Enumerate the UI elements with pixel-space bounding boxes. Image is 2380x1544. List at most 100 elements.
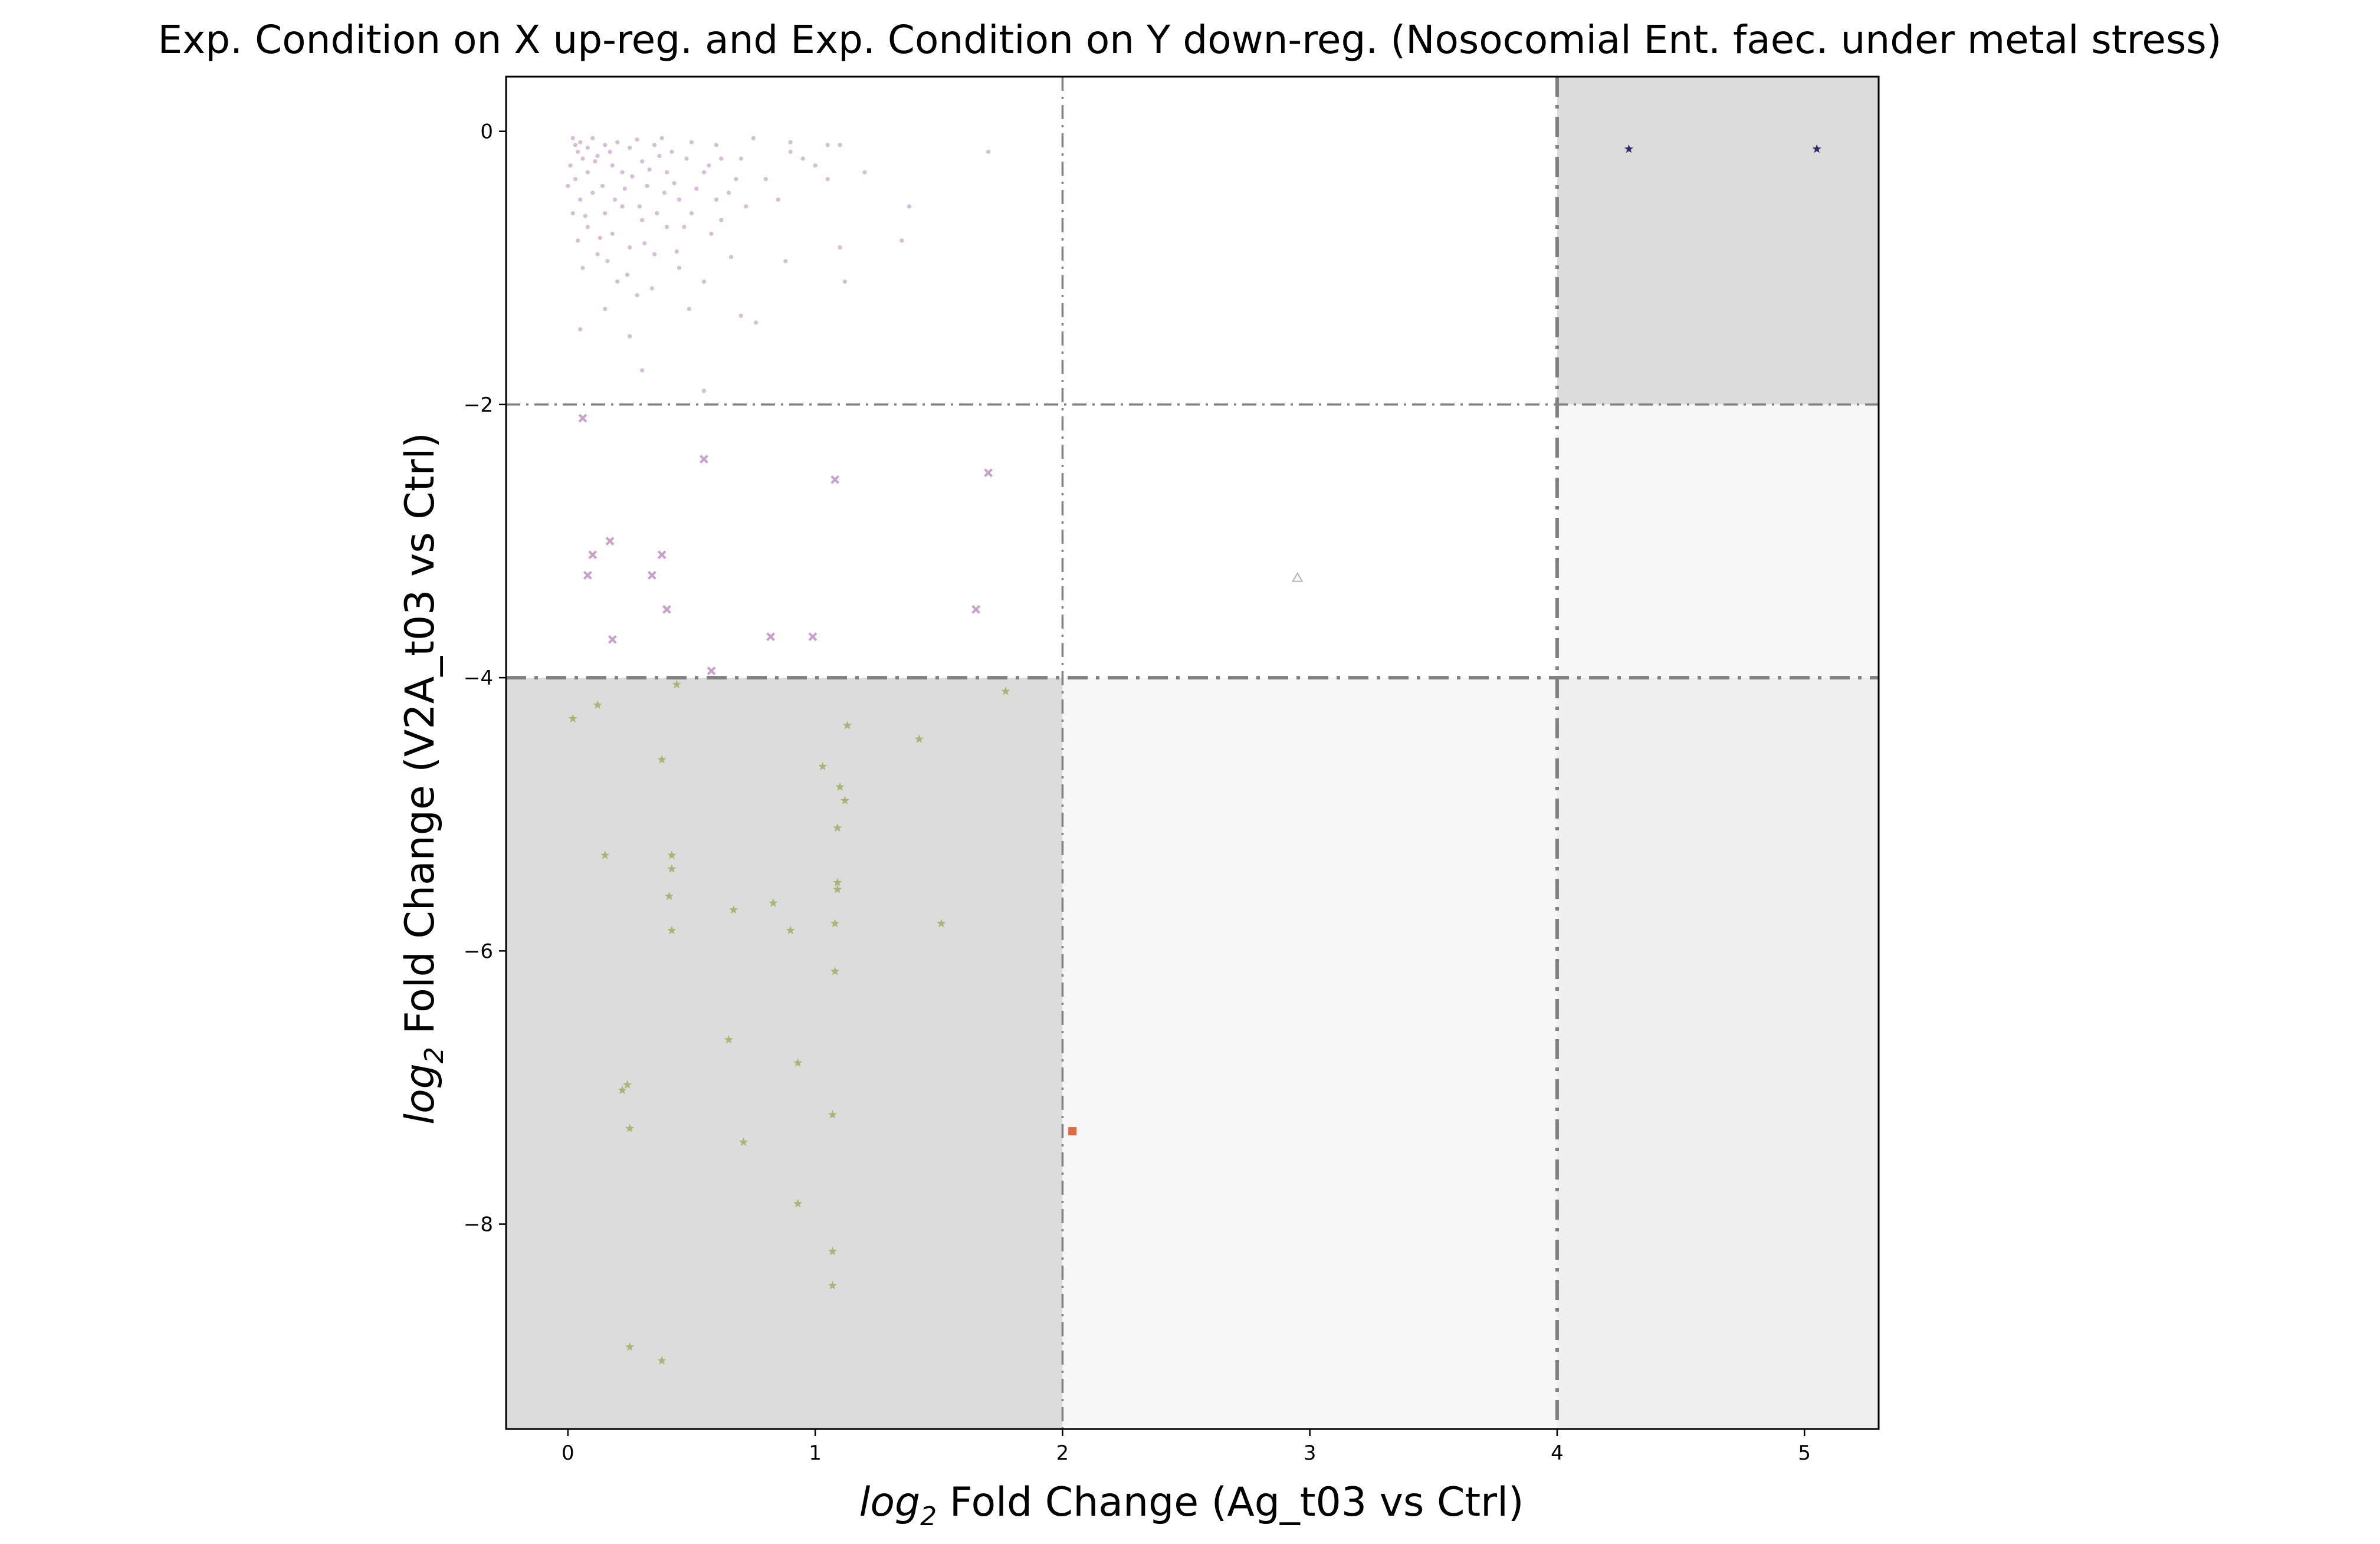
x-tick-label: 1 — [809, 1441, 822, 1465]
data-point — [828, 1110, 838, 1119]
data-point — [825, 177, 830, 182]
data-point — [657, 153, 662, 158]
data-point — [657, 550, 667, 560]
x-axis-ticks: 0 1 2 3 4 5 — [562, 1429, 1811, 1465]
data-point — [568, 714, 577, 723]
data-point — [700, 455, 708, 464]
data-point — [578, 197, 583, 202]
data-point — [595, 153, 600, 158]
data-point — [914, 734, 924, 743]
data-point — [714, 143, 718, 147]
data-point — [628, 245, 632, 250]
data-point — [667, 925, 677, 935]
data-point — [738, 1137, 749, 1146]
data-point — [728, 255, 734, 259]
data-point — [719, 156, 724, 161]
x-tick-label: 3 — [1304, 1441, 1317, 1465]
data-point — [578, 327, 583, 332]
data-point — [583, 213, 587, 218]
data-point — [655, 211, 659, 216]
data-point — [687, 307, 691, 311]
data-point — [707, 666, 716, 675]
y-tick-label: −8 — [464, 1213, 493, 1237]
x-axis-label-log: log — [859, 1479, 920, 1526]
data-point — [800, 156, 805, 161]
data-point — [645, 183, 649, 188]
data-point — [788, 140, 793, 144]
data-point — [566, 183, 570, 188]
data-point — [830, 967, 840, 975]
data-point — [610, 231, 615, 236]
data-point — [640, 159, 645, 164]
data-point — [583, 570, 592, 580]
data-point — [600, 183, 605, 188]
data-point — [984, 468, 993, 478]
data-point — [637, 204, 642, 209]
data-point — [744, 204, 749, 209]
data-point — [605, 537, 615, 546]
data-point — [674, 249, 679, 254]
data-point — [570, 211, 575, 216]
data-point — [640, 368, 645, 373]
data-point — [833, 885, 842, 893]
data-point — [605, 259, 610, 264]
chart-title: Exp. Condition on X up-reg. and Exp. Con… — [158, 17, 2222, 63]
data-point — [618, 1085, 627, 1095]
data-point — [608, 149, 612, 154]
data-point — [751, 136, 756, 140]
y-axis-ticks: 0 −2 −4 −6 −8 — [464, 120, 506, 1237]
data-point — [769, 898, 778, 907]
data-point — [786, 925, 795, 935]
data-point — [793, 1198, 803, 1208]
y-axis-label-rest: Fold Change (V2A_t03 vs Ctrl) — [397, 432, 444, 1047]
shaded-region-3 — [1557, 404, 1879, 678]
data-point — [684, 156, 689, 161]
data-point — [652, 252, 657, 257]
data-point — [600, 850, 610, 859]
shaded-region-4 — [1557, 678, 1879, 1429]
data-point — [907, 204, 912, 209]
data-point — [1001, 686, 1010, 695]
data-point — [588, 550, 598, 560]
data-point — [937, 919, 946, 928]
data-point — [640, 218, 645, 222]
data-point — [788, 149, 793, 154]
y-tick-label: −6 — [464, 939, 493, 963]
x-axis-label: log2 Fold Change (Ag_t03 vs Ctrl) — [859, 1479, 1524, 1532]
data-point — [766, 632, 776, 642]
data-point — [682, 225, 687, 229]
x-tick-label: 0 — [562, 1441, 575, 1465]
data-point — [726, 190, 731, 195]
data-point — [840, 796, 849, 804]
data-point — [783, 259, 788, 264]
data-point — [580, 265, 585, 270]
data-point — [753, 320, 759, 325]
data-point — [828, 1246, 838, 1256]
data-point — [843, 721, 852, 730]
data-point — [1068, 1127, 1077, 1136]
data-point — [672, 679, 681, 689]
data-point — [580, 156, 585, 161]
data-point — [813, 163, 818, 168]
data-point — [647, 167, 652, 172]
data-point — [625, 1123, 635, 1132]
data-point — [818, 761, 828, 771]
data-point — [628, 145, 632, 150]
data-point — [677, 265, 682, 270]
data-point — [694, 186, 699, 191]
data-point — [662, 605, 671, 614]
y-tick-label: −4 — [464, 666, 493, 690]
data-point — [835, 782, 845, 791]
data-point — [793, 1058, 803, 1067]
data-point — [1624, 144, 1634, 153]
data-point — [595, 252, 600, 257]
data-point — [625, 272, 630, 277]
x-tick-label: 4 — [1551, 1441, 1564, 1465]
shaded-region-0 — [506, 678, 1063, 1429]
data-point — [724, 1034, 733, 1044]
data-point — [833, 823, 842, 832]
data-point — [612, 197, 618, 202]
data-point — [701, 279, 707, 284]
data-point — [830, 919, 840, 928]
